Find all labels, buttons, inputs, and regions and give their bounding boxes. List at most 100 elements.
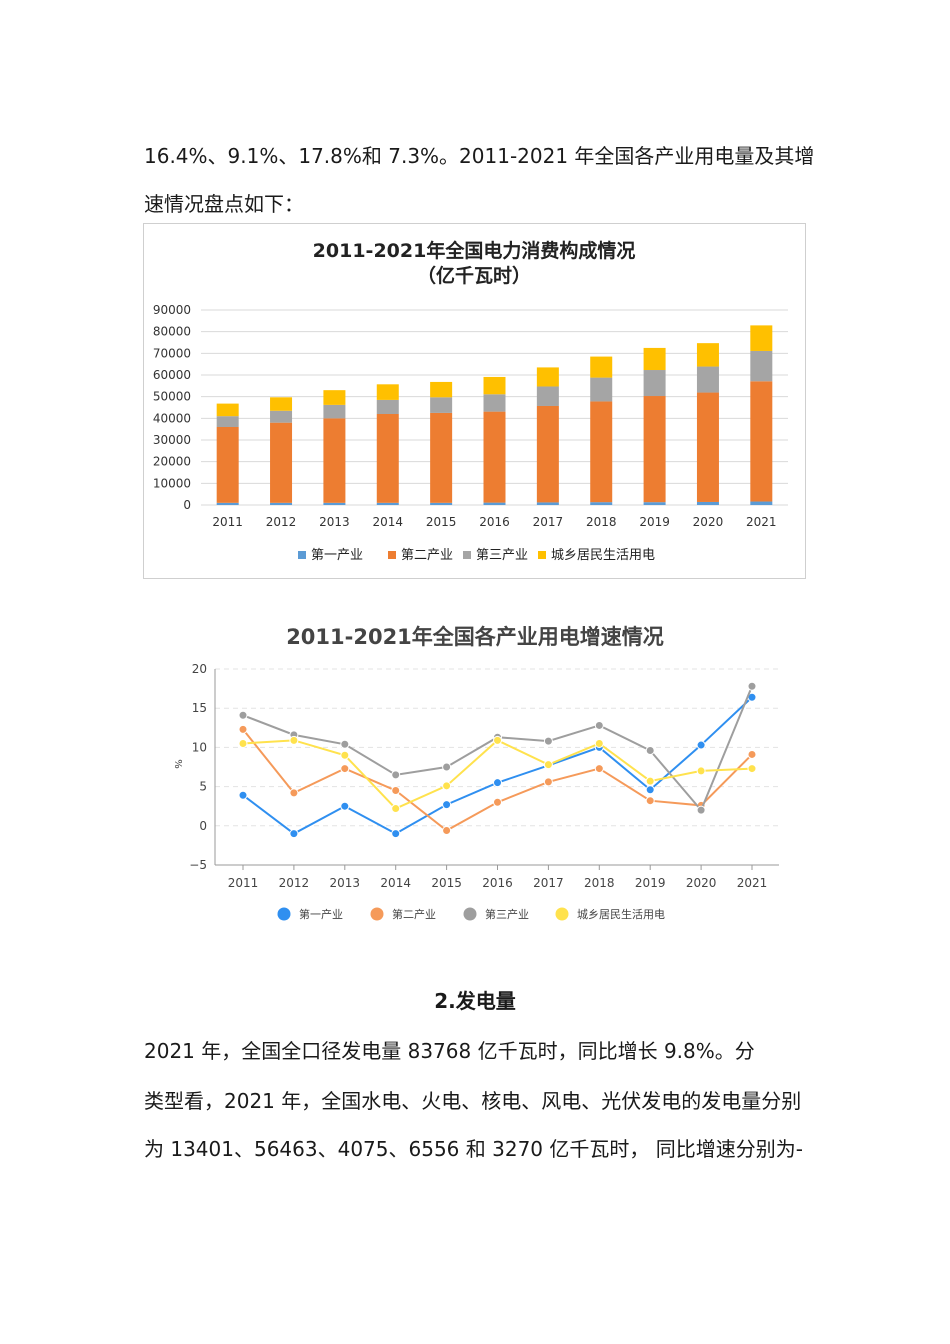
bar-legend-label: 第三产业: [476, 548, 528, 563]
line-data-point: [289, 788, 299, 798]
line-chart-legend: 第一产业 第二产业 第三产业 城乡居民生活用电: [277, 907, 665, 921]
bar-x-tick-label: 2015: [426, 515, 457, 529]
bar-segment: [750, 325, 773, 351]
line-data-point: [645, 796, 655, 806]
bar-chart-subtitle: （亿千瓦时）: [417, 264, 531, 287]
bar-x-tick-label: 2011: [212, 515, 243, 529]
bar-segment: [536, 367, 559, 387]
line-data-point: [289, 735, 299, 745]
line-x-tick-label: 2017: [533, 876, 564, 890]
bar-segment: [323, 404, 346, 419]
line-y-tick-label: 20: [192, 662, 207, 676]
bar-legend-label: 第二产业: [401, 548, 453, 563]
bar-legend-swatch: [463, 551, 471, 559]
bar-x-tick-label: 2019: [639, 515, 670, 529]
line-data-point: [340, 750, 350, 760]
line-data-point: [442, 762, 452, 772]
bar-segment: [643, 502, 666, 505]
line-data-point: [238, 738, 248, 748]
paragraph-line: 类型看，2021 年，全国水电、火电、核电、风电、光伏发电的发电量分别: [144, 1089, 802, 1113]
bar-segment: [483, 376, 506, 395]
bar-x-tick-label: 2018: [586, 515, 617, 529]
bar-y-tick-label: 20000: [153, 455, 191, 469]
bar-segment: [270, 397, 293, 411]
line-data-point: [493, 735, 502, 745]
bar-segment: [270, 410, 293, 423]
line-x-tick-label: 2011: [228, 876, 259, 890]
line-y-tick-label: 5: [199, 780, 207, 794]
line-data-point: [543, 777, 553, 787]
line-chart-grid: [214, 668, 779, 866]
line-data-point: [543, 760, 553, 770]
bar-chart-title: 2011-2021年全国电力消费构成情况: [313, 239, 636, 262]
bar-segment: [483, 411, 506, 503]
bar-segment: [590, 401, 613, 503]
line-chart-x-axis: 2011 2012 2013 2014 2015 2016 2017 2018 2019 2020…: [228, 865, 767, 890]
line-data-point: [391, 829, 401, 839]
line-legend-label: 第三产业: [485, 907, 529, 921]
line-y-tick-label: −5: [189, 858, 207, 872]
bar-segment: [590, 377, 613, 402]
line-data-point: [696, 766, 706, 776]
line-data-point: [493, 797, 502, 807]
line-x-tick-label: 2014: [380, 876, 411, 890]
bar-y-tick-label: 0: [183, 498, 191, 512]
line-data-point: [340, 739, 350, 749]
line-x-tick-label: 2018: [584, 876, 615, 890]
bar-chart-x-axis: 2011 2012 2013 2014 2015 2016 2017 2018 2019 2020…: [212, 515, 776, 529]
bar-segment: [696, 392, 719, 502]
bar-y-tick-label: 50000: [153, 390, 191, 404]
bar-x-tick-label: 2020: [693, 515, 724, 529]
line-data-point: [594, 720, 604, 730]
bar-segment: [483, 502, 506, 505]
bar-segment: [323, 502, 346, 505]
bar-segment: [216, 502, 239, 505]
bar-segment: [536, 386, 559, 406]
bar-segment: [270, 502, 293, 505]
line-legend-marker: [463, 907, 477, 921]
line-chart-y-axis: −5 0 5 10 15 20: [189, 662, 207, 872]
bar-segment: [430, 412, 453, 503]
bar-legend-label: 城乡居民生活用电: [551, 548, 655, 563]
bar-segment: [323, 418, 346, 503]
bar-segment: [696, 366, 719, 393]
bar-segment: [270, 422, 293, 503]
bar-y-tick-label: 30000: [153, 433, 191, 447]
bar-segment: [643, 370, 666, 397]
line-x-tick-label: 2019: [635, 876, 666, 890]
line-x-tick-label: 2013: [330, 876, 361, 890]
bar-segment: [643, 347, 666, 371]
line-data-point: [289, 829, 299, 839]
bar-segment: [376, 399, 399, 414]
paragraph-line: 为 13401、56463、4075、6556 和 3270 亿千瓦时， 同比增…: [144, 1137, 803, 1161]
bar-x-tick-label: 2014: [372, 515, 403, 529]
bar-segment: [643, 396, 666, 503]
bar-legend-swatch: [388, 551, 396, 559]
line-y-tick-label: 15: [192, 701, 207, 715]
stacked-bar-chart: 2011-2021年全国电力消费构成情况 （亿千瓦时） 0 10000 20000 3…: [143, 223, 806, 579]
bar-chart-y-axis: 0 10000 20000 30000 40000 50000 60000 70000 8000…: [153, 303, 191, 512]
line-data-point: [442, 800, 452, 810]
bar-segment: [376, 384, 399, 400]
line-x-tick-label: 2012: [279, 876, 310, 890]
line-chart-series: [238, 681, 757, 839]
line-data-point: [645, 776, 655, 786]
bar-segment: [696, 343, 719, 367]
bar-segment: [750, 501, 773, 505]
line-data-point: [594, 764, 604, 774]
bar-y-tick-label: 40000: [153, 411, 191, 425]
bar-chart-svg: 2011-2021年全国电力消费构成情况 （亿千瓦时） 0 10000 20000 3…: [153, 239, 788, 563]
line-x-tick-label: 2016: [482, 876, 513, 890]
bar-legend-label: 第一产业: [311, 548, 363, 563]
line-legend-label: 第二产业: [392, 907, 436, 921]
bar-legend-swatch: [538, 551, 546, 559]
line-legend-marker: [277, 907, 291, 921]
line-data-point: [238, 724, 248, 734]
bar-segment: [536, 405, 559, 503]
bar-x-tick-label: 2017: [533, 515, 564, 529]
bar-y-tick-label: 60000: [153, 368, 191, 382]
bar-segment: [696, 501, 719, 505]
line-chart-y-label: %: [172, 759, 183, 769]
bar-segment: [216, 427, 239, 503]
section-heading: 2.发电量: [434, 989, 516, 1013]
